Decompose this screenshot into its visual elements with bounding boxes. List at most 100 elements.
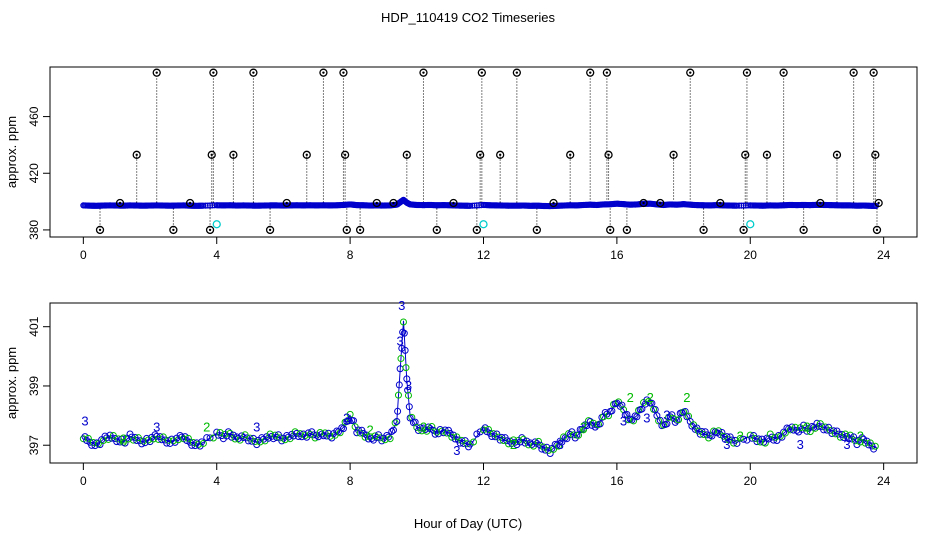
data-point bbox=[563, 435, 571, 443]
point-label-2: 2 bbox=[803, 419, 810, 434]
data-point bbox=[429, 426, 437, 434]
y-tick-label: 401 bbox=[27, 316, 41, 336]
data-point bbox=[691, 425, 699, 433]
data-point bbox=[480, 426, 487, 434]
outlier-point bbox=[205, 225, 215, 235]
data-point bbox=[666, 413, 674, 421]
outlier-point-center bbox=[605, 71, 609, 74]
outlier-point bbox=[762, 150, 772, 159]
outlier-point bbox=[512, 68, 521, 77]
data-point bbox=[806, 428, 814, 436]
data-point bbox=[668, 411, 676, 419]
data-point bbox=[404, 386, 412, 394]
x-tick-label: 0 bbox=[80, 248, 87, 262]
data-point bbox=[638, 405, 646, 413]
outlier-point bbox=[419, 68, 428, 77]
data-point bbox=[178, 433, 186, 441]
data-point bbox=[446, 429, 454, 437]
data-point bbox=[761, 439, 769, 447]
data-point bbox=[605, 412, 613, 420]
data-point bbox=[399, 318, 407, 326]
outlier-point-center bbox=[744, 153, 747, 157]
data-point bbox=[448, 433, 456, 441]
x-tick-label: 4 bbox=[213, 474, 220, 488]
outlier-point-center bbox=[252, 71, 255, 74]
data-point bbox=[618, 401, 626, 409]
outlier-point bbox=[799, 225, 808, 235]
point-label-2: 2 bbox=[580, 419, 587, 434]
data-point bbox=[590, 419, 598, 427]
outlier-point-center bbox=[343, 153, 347, 157]
data-point bbox=[206, 434, 214, 442]
data-point bbox=[224, 428, 232, 436]
outlier-point bbox=[115, 198, 125, 208]
data-point bbox=[485, 426, 493, 434]
outlier-point-center bbox=[422, 71, 425, 74]
data-point bbox=[401, 346, 409, 354]
outlier-point-center bbox=[852, 71, 855, 74]
outlier-point-center bbox=[285, 201, 288, 205]
baseline-point bbox=[204, 202, 211, 209]
data-point bbox=[520, 435, 528, 443]
outlier-point-center bbox=[475, 228, 479, 232]
outlier-point bbox=[739, 225, 748, 235]
outlier-point bbox=[302, 150, 311, 159]
point-label-3: 3 bbox=[843, 437, 850, 452]
outlier-point bbox=[249, 68, 258, 77]
point-label-3: 3 bbox=[797, 437, 804, 452]
data-point bbox=[546, 450, 554, 458]
outlier-point-center bbox=[155, 71, 158, 74]
data-point bbox=[79, 435, 87, 443]
data-point bbox=[96, 441, 104, 449]
data-point bbox=[393, 418, 401, 426]
data-point bbox=[121, 439, 129, 447]
outlier-point-center bbox=[188, 201, 192, 205]
outlier-point-center bbox=[135, 153, 138, 157]
outlier-point-center bbox=[659, 201, 662, 205]
outlier-point bbox=[339, 68, 348, 77]
outlier-point bbox=[872, 225, 882, 235]
data-point bbox=[451, 435, 459, 443]
data-point bbox=[391, 419, 399, 427]
data-point bbox=[713, 429, 721, 437]
data-point bbox=[344, 417, 352, 425]
point-label-2: 2 bbox=[683, 390, 690, 405]
point-label-2: 2 bbox=[857, 428, 864, 443]
point-label-2: 2 bbox=[367, 422, 374, 437]
outlier-point bbox=[342, 225, 351, 235]
top-axis-ticks: 0 4 8 12 16 20 24 380 420 460 bbox=[27, 106, 891, 262]
outlier-point bbox=[816, 198, 825, 208]
x-tick-label: 12 bbox=[477, 248, 491, 262]
data-point bbox=[851, 437, 859, 445]
data-point bbox=[811, 424, 819, 432]
data-point bbox=[469, 438, 477, 446]
data-point bbox=[339, 425, 347, 433]
data-point bbox=[781, 429, 789, 437]
data-point bbox=[773, 436, 781, 444]
data-point bbox=[508, 439, 516, 447]
data-point bbox=[431, 430, 439, 438]
point-label-2: 2 bbox=[627, 390, 634, 405]
data-point bbox=[523, 437, 531, 445]
data-point bbox=[203, 434, 211, 442]
top-data-marks bbox=[80, 68, 883, 235]
data-point bbox=[264, 434, 272, 442]
outlier-point-center bbox=[782, 71, 785, 74]
point-label-3: 3 bbox=[620, 414, 627, 429]
outlier-point bbox=[604, 150, 613, 159]
outlier-point bbox=[549, 198, 558, 208]
baseline-point bbox=[471, 202, 478, 209]
outlier-point-center bbox=[305, 153, 308, 157]
outlier-point bbox=[282, 198, 291, 208]
data-point bbox=[846, 431, 854, 439]
outlier-point-center bbox=[212, 71, 215, 74]
outlier-point-center bbox=[672, 153, 675, 157]
data-point bbox=[199, 439, 207, 447]
data-point bbox=[399, 328, 407, 336]
data-point bbox=[525, 441, 533, 449]
outlier-point-center bbox=[835, 153, 839, 157]
outlier-point bbox=[586, 68, 595, 77]
outlier-point bbox=[532, 225, 542, 235]
data-point bbox=[583, 422, 591, 430]
outlier-point-center bbox=[342, 71, 345, 74]
